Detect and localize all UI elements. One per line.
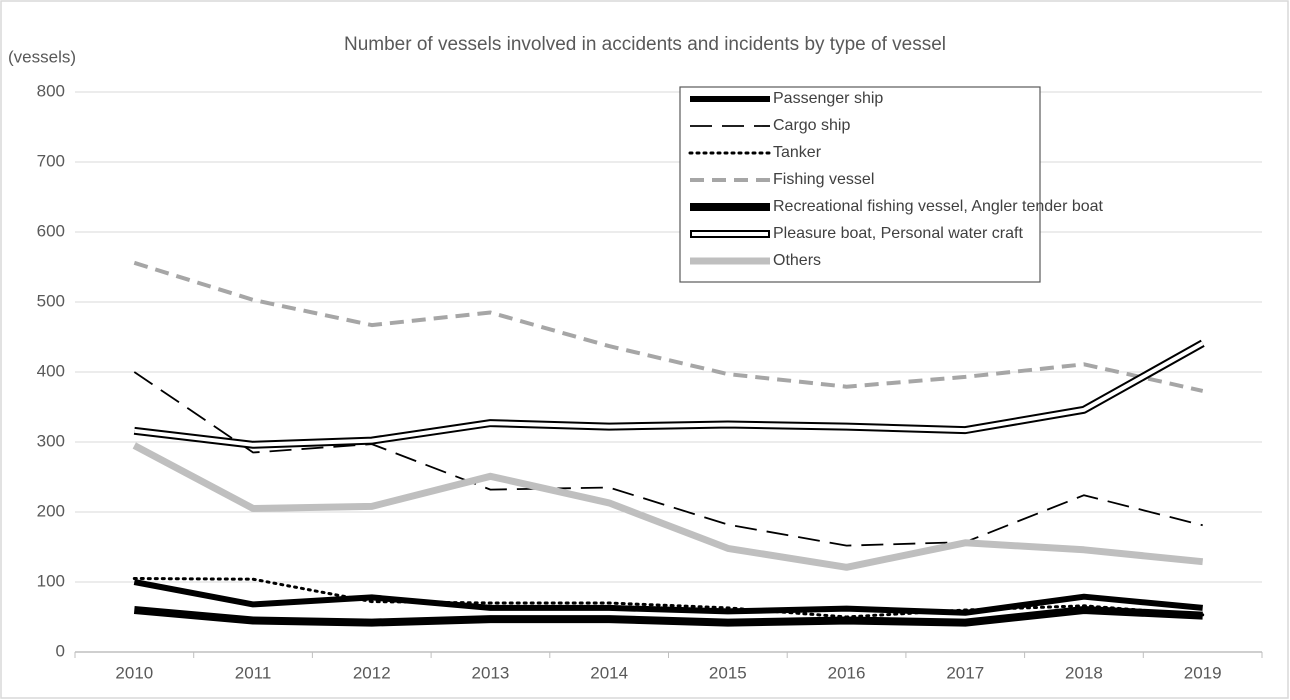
legend-label: Cargo ship: [773, 117, 850, 134]
x-tick-label: 2017: [946, 663, 984, 682]
y-tick-label: 300: [37, 431, 65, 450]
legend-box: [679, 86, 1041, 283]
x-tick-label: 2010: [115, 663, 153, 682]
legend-label: Pleasure boat, Personal water craft: [773, 225, 1023, 242]
x-tick-label: 2011: [235, 663, 272, 682]
series-line: [133, 371, 1203, 547]
y-tick-label: 800: [37, 81, 65, 100]
x-tick-label: 2019: [1184, 663, 1222, 682]
x-tick-label: 2016: [828, 663, 866, 682]
x-tick-label: 2014: [590, 663, 628, 682]
series-line: [132, 442, 1204, 571]
legend-label: Others: [773, 252, 821, 269]
legend-label: Passenger ship: [773, 90, 883, 107]
y-tick-label: 200: [37, 501, 65, 520]
legend-label: Tanker: [773, 144, 822, 161]
y-tick-label: 400: [37, 361, 65, 380]
y-axis-label: (vessels): [8, 47, 76, 66]
y-tick-label: 700: [37, 151, 65, 170]
chart-title: Number of vessels involved in accidents …: [344, 34, 946, 55]
series-line: [133, 606, 1203, 627]
series-line: [133, 579, 1203, 616]
y-tick-label: 500: [37, 291, 65, 310]
legend-label: Recreational fishing vessel, Angler tend…: [773, 198, 1104, 215]
y-tick-label: 0: [56, 641, 65, 660]
x-tick-label: 2013: [472, 663, 510, 682]
y-tick-label: 600: [37, 221, 65, 240]
x-tick-label: 2012: [353, 663, 391, 682]
y-tick-label: 100: [37, 571, 65, 590]
series-line: [133, 260, 1204, 393]
x-tick-label: 2015: [709, 663, 747, 682]
legend-label: Fishing vessel: [773, 171, 874, 188]
series-line-inner: [134, 341, 1204, 447]
x-tick-label: 2018: [1065, 663, 1103, 682]
